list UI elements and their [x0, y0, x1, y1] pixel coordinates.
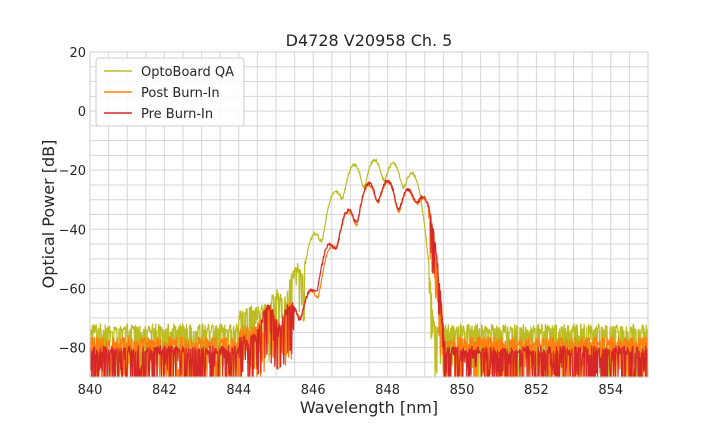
y-axis-label: Optical Power [dB] [39, 140, 58, 289]
series-line-optoboard-qa [89, 158, 649, 378]
y-tick-label: −60 [59, 282, 86, 297]
x-axis: 840 842 844 846 848 850 852 854 [78, 383, 624, 398]
series-line-pre-burn-in [89, 179, 649, 378]
x-tick-label: 840 [78, 383, 103, 398]
y-tick-label: −40 [59, 223, 86, 238]
x-tick-label: 844 [226, 383, 251, 398]
x-tick-label: 852 [524, 383, 549, 398]
y-tick-label: 0 [78, 105, 86, 120]
chart-title: D4728 V20958 Ch. 5 [286, 31, 453, 50]
legend-box [95, 57, 245, 127]
x-tick-label: 846 [301, 383, 326, 398]
y-axis: 20 0 −20 −40 −60 −80 [59, 46, 86, 356]
y-tick-label: −20 [59, 164, 86, 179]
x-tick-label: 850 [450, 383, 475, 398]
legend-label-post-burn-in: Post Burn-In [141, 86, 220, 101]
x-tick-label: 854 [598, 383, 623, 398]
axes-frame [89, 51, 649, 378]
x-tick-label: 842 [152, 383, 177, 398]
legend-label-optoboard-qa: OptoBoard QA [141, 65, 234, 80]
y-tick-label: −80 [59, 341, 86, 356]
x-axis-label: Wavelength [nm] [300, 398, 438, 417]
legend-label-pre-burn-in: Pre Burn-In [141, 107, 213, 122]
y-tick-label: 20 [69, 46, 86, 61]
plot-area [89, 158, 649, 378]
x-tick-label: 848 [375, 383, 400, 398]
legend: OptoBoard QA Post Burn-In Pre Burn-In [95, 57, 245, 127]
